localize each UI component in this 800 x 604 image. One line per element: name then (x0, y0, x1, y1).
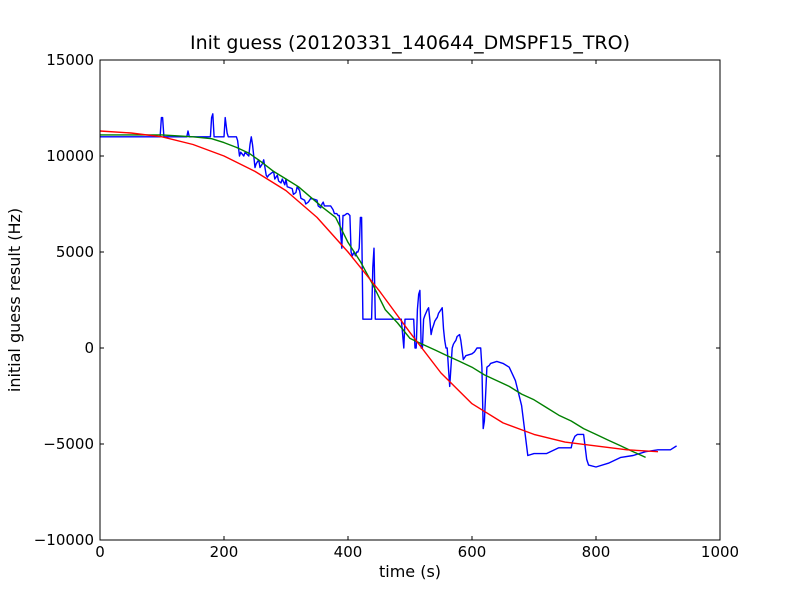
y-tick-label: −10000 (34, 531, 94, 549)
x-tick-label: 400 (334, 543, 363, 561)
x-tick-label: 600 (458, 543, 487, 561)
x-tick-label: 200 (210, 543, 239, 561)
y-tick-label: 10000 (46, 147, 94, 165)
series-line-2 (100, 134, 646, 459)
y-tick-label: 5000 (56, 243, 94, 261)
chart-title: Init guess (20120331_140644_DMSPF15_TRO) (190, 32, 630, 54)
y-tick-label: 15000 (46, 51, 94, 69)
y-axis: −10000 −5000 0 5000 10000 15000 (34, 51, 720, 549)
x-tick-label: 1000 (701, 543, 739, 561)
plot-area (100, 113, 677, 468)
series-line-3 (100, 130, 659, 453)
x-axis-label: time (s) (379, 562, 441, 581)
axes-frame (99, 59, 721, 541)
x-tick-label: 800 (582, 543, 611, 561)
x-tick-label: 0 (95, 543, 105, 561)
y-axis-label: initial guess result (Hz) (5, 208, 24, 392)
y-tick-label: −5000 (43, 435, 94, 453)
x-axis: 0 200 400 600 800 1000 (95, 60, 739, 561)
y-tick-label: 0 (84, 339, 94, 357)
